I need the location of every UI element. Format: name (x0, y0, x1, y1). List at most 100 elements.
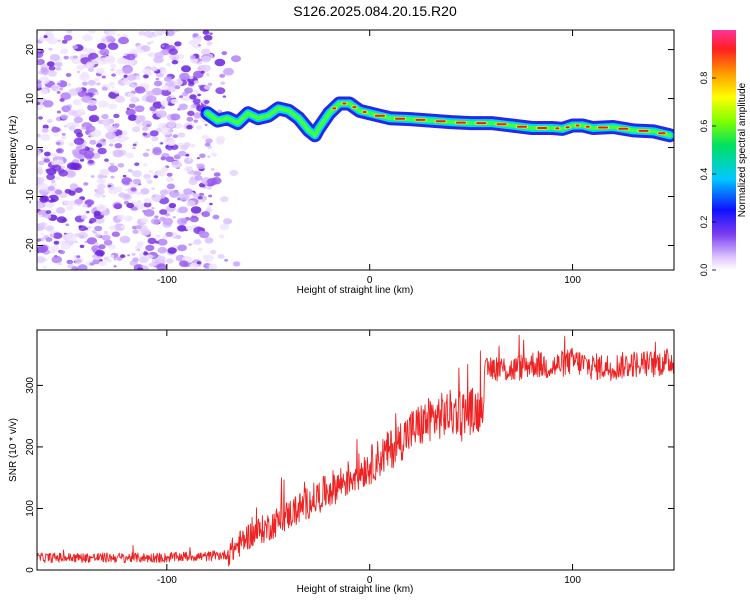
noise-blob (53, 240, 60, 245)
noise-blob (111, 86, 115, 89)
noise-blob (201, 199, 206, 203)
noise-blob (143, 30, 153, 38)
noise-blob (101, 113, 109, 120)
noise-blob (142, 152, 149, 157)
noise-blob (150, 40, 154, 44)
noise-blob (96, 177, 106, 185)
noise-blob (232, 261, 241, 267)
noise-blob (161, 127, 173, 136)
ridge-peak (374, 114, 385, 117)
noise-blob (167, 147, 173, 151)
noise-blob (56, 141, 61, 145)
noise-blob (156, 255, 166, 262)
noise-blob (72, 45, 78, 50)
noise-blob (207, 205, 212, 209)
noise-blob (145, 244, 155, 252)
noise-blob (210, 249, 217, 255)
noise-blob (110, 175, 115, 179)
noise-blob (196, 157, 200, 160)
noise-blob (152, 255, 156, 258)
noise-blob (77, 204, 81, 207)
noise-blob (186, 116, 194, 122)
noise-blob (165, 156, 175, 163)
noise-blob (98, 57, 109, 65)
noise-blob (151, 207, 155, 210)
noise-blob (172, 134, 179, 139)
noise-blob (122, 33, 128, 38)
bottom-y-tick-label: 200 (25, 438, 36, 455)
noise-blob (48, 65, 56, 71)
noise-blob (44, 151, 51, 157)
bottom-x-tick-label: 0 (367, 575, 373, 586)
noise-blob (63, 55, 69, 60)
noise-blob (186, 124, 193, 130)
noise-blob (140, 188, 150, 195)
colorbar-gradient (712, 30, 736, 270)
noise-blob (144, 198, 152, 204)
noise-blob (229, 169, 238, 176)
noise-blob (59, 250, 66, 255)
noise-blob (172, 30, 180, 33)
top-y-tick-label: -10 (25, 189, 36, 204)
top-x-tick-label: -100 (157, 275, 177, 286)
noise-blob (117, 57, 128, 65)
noise-blob (146, 90, 155, 97)
noise-blob (157, 238, 168, 246)
noise-blob (43, 73, 48, 76)
colorbar-tick-label: 0.2 (699, 216, 709, 229)
noise-blob (42, 124, 49, 129)
noise-blob (67, 109, 77, 116)
noise-blob (221, 51, 228, 56)
noise-blob (178, 103, 188, 111)
noise-blob (51, 180, 56, 183)
noise-blob (108, 184, 112, 188)
noise-blob (192, 193, 199, 198)
noise-blob (54, 189, 63, 195)
noise-blob (167, 247, 177, 254)
noise-blob (37, 256, 46, 264)
noise-blob (147, 53, 153, 57)
noise-blob (37, 101, 41, 106)
noise-blob (121, 177, 133, 185)
noise-blob (160, 105, 166, 110)
bottom-x-tick-label: 100 (564, 575, 581, 586)
noise-blob (84, 199, 95, 206)
noise-blob (37, 94, 40, 97)
noise-blob (204, 142, 211, 147)
noise-blob (56, 110, 62, 114)
noise-blob (134, 105, 145, 113)
noise-blob (132, 229, 139, 234)
noise-blob (95, 57, 101, 61)
noise-blob (169, 53, 180, 61)
noise-blob (160, 69, 167, 74)
noise-blob (197, 195, 203, 200)
noise-blob (37, 183, 49, 191)
top-y-tick-label: 20 (25, 44, 36, 56)
ridge-peak (496, 123, 507, 126)
noise-blob (137, 200, 141, 203)
ridge-peaks (331, 101, 667, 135)
noise-blob (87, 99, 97, 106)
noise-blob (109, 82, 115, 86)
noise-blob (71, 58, 81, 65)
noise-blob (42, 265, 47, 269)
noise-blob (134, 86, 146, 94)
noise-blob (200, 48, 211, 56)
noise-blob (193, 119, 199, 123)
noise-blob (37, 103, 44, 110)
noise-blob (90, 175, 95, 178)
noise-blob (66, 259, 74, 265)
noise-blob (88, 30, 96, 34)
noise-blob (161, 85, 169, 91)
top-y-tick-label: 10 (25, 93, 36, 105)
noise-blob (66, 162, 78, 170)
noise-blob (189, 263, 199, 270)
noise-blob (60, 135, 67, 140)
noise-blob (63, 200, 70, 205)
noise-blob (188, 178, 198, 186)
noise-blob (152, 146, 162, 154)
noise-blob (96, 82, 101, 86)
noise-blob (73, 116, 83, 124)
noise-blob (183, 188, 193, 195)
noise-blob (37, 149, 42, 155)
